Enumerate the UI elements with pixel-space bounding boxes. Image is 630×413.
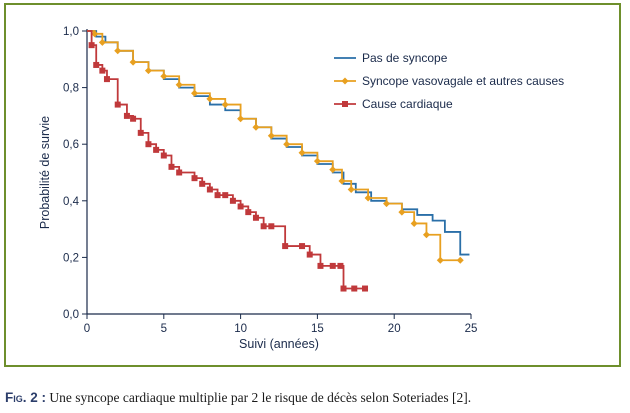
data-point <box>88 42 95 49</box>
series-3 <box>87 30 369 292</box>
data-point <box>229 197 236 204</box>
y-tick-label: 0,4 <box>63 196 80 208</box>
data-point <box>282 243 289 250</box>
series-line <box>87 30 461 262</box>
data-point <box>114 101 121 108</box>
data-point <box>299 243 306 250</box>
series-layer <box>87 30 470 292</box>
x-axis-label: Suivi (années) <box>239 337 319 351</box>
data-point <box>237 203 244 210</box>
data-point <box>317 262 324 269</box>
data-point <box>306 251 313 258</box>
data-point <box>91 30 99 38</box>
y-tick-label: 0,2 <box>63 252 79 264</box>
legend: Pas de syncope Syncope vasovagale et autr… <box>334 51 564 111</box>
data-point <box>347 185 355 193</box>
data-point <box>283 140 291 148</box>
data-point <box>329 166 337 174</box>
data-point <box>129 58 137 66</box>
y-tick-label: 0,0 <box>63 309 79 321</box>
x-tick-label: 20 <box>388 323 401 335</box>
legend-marker <box>342 101 348 107</box>
caption-prefix: Fig. 2 : <box>5 390 47 405</box>
data-point <box>160 72 168 80</box>
data-point <box>168 163 175 170</box>
data-point <box>114 47 122 55</box>
data-point <box>222 192 229 199</box>
data-point <box>260 223 267 230</box>
data-point <box>410 219 418 227</box>
axes: 0 5 10 15 20 25 0,0 0,2 0,4 0,6 0,8 1,0 <box>63 26 477 335</box>
data-point <box>103 76 110 83</box>
data-point <box>298 149 306 157</box>
chart-frame <box>4 3 621 367</box>
data-point <box>130 115 137 122</box>
data-point <box>99 67 106 74</box>
data-point <box>206 186 213 193</box>
data-point <box>252 214 259 221</box>
data-point <box>383 200 391 208</box>
data-point <box>362 285 369 292</box>
caption-text: Une syncope cardiaque multiplie par 2 le… <box>46 390 472 405</box>
legend-label: Pas de syncope <box>362 51 448 65</box>
data-point <box>329 262 336 269</box>
legend-label: Syncope vasovagale et autres causes <box>362 74 564 88</box>
data-point <box>338 177 346 185</box>
data-point <box>191 175 198 182</box>
data-point <box>93 61 100 68</box>
data-point <box>191 89 199 97</box>
data-point <box>268 223 275 230</box>
y-tick-label: 0,6 <box>63 139 79 151</box>
y-tick-label: 1,0 <box>63 26 79 38</box>
data-point <box>176 169 183 176</box>
data-point <box>160 152 167 159</box>
data-point <box>214 192 221 199</box>
data-point <box>351 285 358 292</box>
x-tick-label: 0 <box>84 323 90 335</box>
series-line <box>87 30 366 290</box>
data-point <box>267 132 275 140</box>
data-point <box>144 67 152 75</box>
data-point <box>206 95 214 103</box>
data-point <box>313 157 321 165</box>
data-point <box>436 256 444 264</box>
x-tick-label: 15 <box>311 323 324 335</box>
data-point <box>337 262 344 269</box>
data-point <box>98 38 106 46</box>
data-point <box>422 231 430 239</box>
data-point <box>221 101 229 109</box>
legend-entry: Pas de syncope <box>334 51 448 65</box>
y-tick-label: 0,8 <box>63 83 79 95</box>
data-point <box>145 141 152 148</box>
data-point <box>252 123 260 131</box>
data-point <box>245 209 252 216</box>
x-tick-label: 25 <box>465 323 478 335</box>
data-point <box>340 285 347 292</box>
data-point <box>364 194 372 202</box>
survival-chart: 0 5 10 15 20 25 0,0 0,2 0,4 0,6 0,8 1,0 Pas de sync… <box>38 26 564 351</box>
x-tick-label: 10 <box>234 323 247 335</box>
legend-entry: Syncope vasovagale et autres causes <box>334 74 564 88</box>
series-2 <box>87 30 464 264</box>
x-tick-label: 5 <box>161 323 167 335</box>
y-axis-label: Probabilité de survie <box>38 116 52 229</box>
data-point <box>398 208 406 216</box>
data-point <box>237 115 245 123</box>
data-point <box>199 180 206 187</box>
data-point <box>456 256 464 264</box>
legend-marker <box>341 77 349 85</box>
legend-entry: Cause cardiaque <box>334 97 453 111</box>
figure-caption: Fig. 2 : Une syncope cardiaque multiplie… <box>5 390 471 406</box>
legend-label: Cause cardiaque <box>362 97 453 111</box>
data-point <box>123 112 130 119</box>
data-point <box>175 81 183 89</box>
data-point <box>137 129 144 136</box>
data-point <box>153 146 160 153</box>
